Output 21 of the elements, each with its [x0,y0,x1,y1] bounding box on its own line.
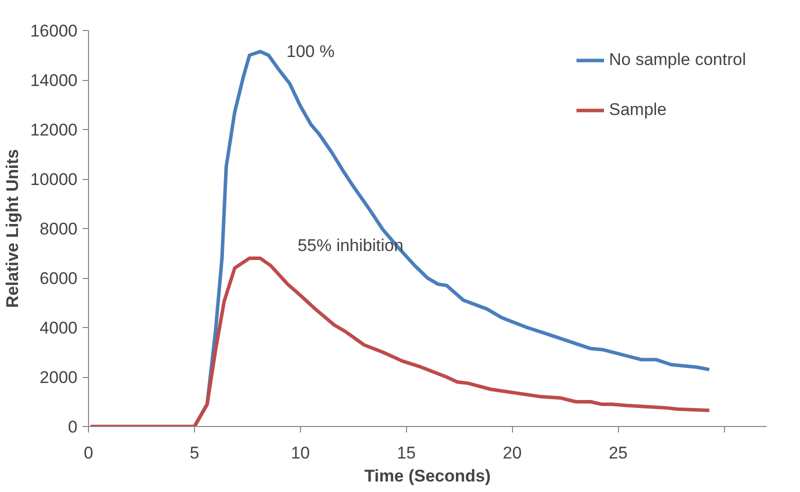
y-tick-label: 2000 [40,368,78,387]
x-tick-label: 5 [190,444,200,462]
y-tick-label: 16000 [30,22,78,40]
y-tick-label: 4000 [40,318,78,338]
y-tick-label: 12000 [30,120,78,140]
legend-label: Sample [608,100,667,120]
line-series [88,256,712,426]
y-tick-label: 10000 [30,170,78,189]
x-axis-title: Time (Seconds) [364,466,491,486]
y-tick-label: 6000 [40,269,78,288]
y-axis-title: Relative Light Units [3,149,22,308]
y-tick-label: 14000 [30,71,78,90]
legend-label: No sample control [608,50,746,70]
annotation: 100 % [286,42,335,61]
y-tick-label: 0 [68,418,78,436]
x-tick-label: 15 [396,444,416,462]
x-tick-label: 10 [290,444,310,462]
x-tick-label: 0 [84,444,94,462]
x-tick-label: 20 [502,444,522,462]
x-tick-label: 25 [608,444,628,462]
y-tick-label: 8000 [40,220,78,238]
